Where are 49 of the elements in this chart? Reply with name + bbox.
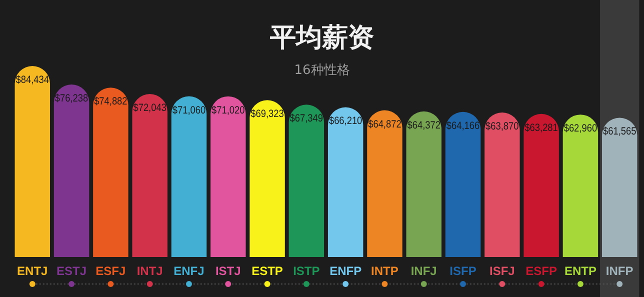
- x-tick-label: INFJ: [410, 264, 437, 278]
- bar: [288, 104, 324, 257]
- x-tick-label: ESFJ: [96, 264, 126, 278]
- bar: [524, 114, 559, 257]
- x-tick-label: ESTJ: [56, 264, 87, 278]
- x-tick-label: ISTJ: [215, 264, 241, 278]
- data-label: $76,238: [54, 92, 93, 105]
- chart-subtitle: 16种性格: [294, 63, 350, 78]
- bar: [54, 84, 90, 257]
- x-tick-label: ESTP: [252, 264, 283, 278]
- x-tick-label: INFP: [606, 264, 634, 278]
- bar: [171, 96, 207, 257]
- x-tick-label: ISFP: [450, 264, 476, 278]
- bar: [328, 107, 364, 257]
- x-tick-label: ESFP: [526, 264, 557, 278]
- data-label: $71,020: [212, 104, 250, 116]
- x-tick-label: ENFJ: [174, 264, 204, 278]
- data-label: $64,872: [368, 118, 406, 130]
- data-label: $64,372: [407, 119, 446, 132]
- x-tick-label: ISFJ: [489, 264, 515, 278]
- x-tick-label: ENTP: [564, 264, 596, 278]
- data-label: $61,565: [602, 126, 641, 138]
- data-label: $63,870: [486, 120, 524, 133]
- data-label: $64,166: [446, 120, 484, 132]
- x-tick-label: INTJ: [136, 264, 163, 278]
- data-label: $74,882: [94, 96, 132, 108]
- data-label: $84,434: [16, 74, 54, 86]
- x-tick-label: ENTJ: [17, 264, 48, 278]
- data-label: $63,281: [524, 122, 563, 134]
- x-tick-label: ENFP: [330, 264, 362, 278]
- data-label: $67,349: [290, 112, 328, 125]
- bar: [484, 112, 520, 257]
- data-label: $71,060: [172, 104, 210, 116]
- bar: [210, 96, 246, 257]
- bar: [445, 112, 481, 257]
- data-label: $62,960: [564, 122, 602, 135]
- data-label: $72,043: [133, 102, 172, 114]
- x-tick-label: ISTP: [293, 264, 320, 278]
- bar: [562, 114, 598, 257]
- data-label: $66,210: [328, 115, 367, 128]
- x-tick-label: INTP: [371, 264, 398, 278]
- chart-title: 平均薪资: [269, 23, 374, 53]
- bar: [132, 94, 168, 257]
- data-label: $69,323: [250, 108, 289, 120]
- bar: [406, 111, 442, 257]
- bar: [367, 110, 402, 257]
- bar: [14, 66, 50, 257]
- bar: [250, 100, 285, 257]
- bar: [93, 88, 128, 257]
